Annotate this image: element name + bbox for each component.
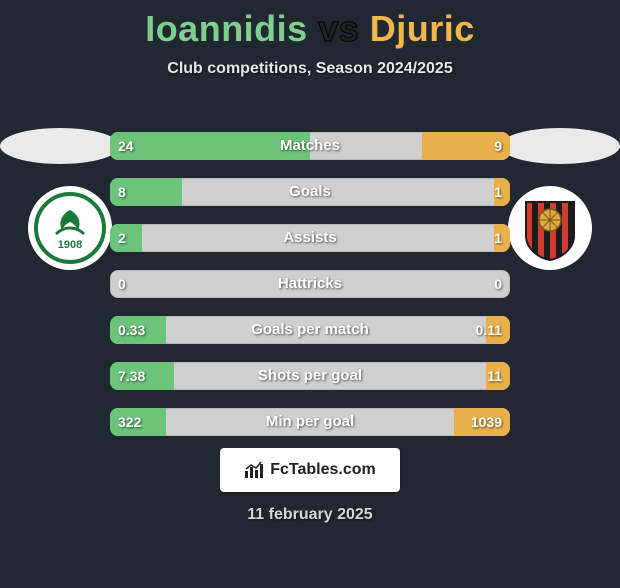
stat-bars: Matches249Goals81Assists21Hattricks00Goa… bbox=[110, 132, 510, 454]
stat-label: Min per goal bbox=[110, 408, 510, 436]
stat-value-right: 1039 bbox=[463, 408, 510, 436]
stat-value-left: 0 bbox=[110, 270, 134, 298]
stat-value-right: 11 bbox=[479, 362, 510, 390]
stat-row: Goals8 1 bbox=[110, 178, 510, 206]
player1-name: Ioannidis bbox=[145, 8, 308, 49]
brand-text: FcTables.com bbox=[270, 461, 376, 479]
stat-value-right: 1 bbox=[486, 178, 510, 206]
stat-row: Shots per goal7.38 11 bbox=[110, 362, 510, 390]
stat-value-right: 0 bbox=[486, 270, 510, 298]
player2-silhouette bbox=[500, 128, 620, 164]
stat-value-right: 1 bbox=[486, 224, 510, 252]
stat-label: Matches bbox=[110, 132, 510, 160]
stat-value-left: 8 bbox=[110, 178, 134, 206]
player1-silhouette bbox=[0, 128, 120, 164]
stat-row: Matches24 9 bbox=[110, 132, 510, 160]
stat-value-right: 0.11 bbox=[468, 316, 510, 344]
stat-label: Goals bbox=[110, 178, 510, 206]
stat-label: Shots per goal bbox=[110, 362, 510, 390]
subtitle: Club competitions, Season 2024/2025 bbox=[0, 60, 620, 78]
stat-value-left: 0.33 bbox=[110, 316, 153, 344]
stat-label: Assists bbox=[110, 224, 510, 252]
vs-text: vs bbox=[318, 8, 359, 49]
stat-row: Min per goal322 1039 bbox=[110, 408, 510, 436]
stat-value-right: 9 bbox=[486, 132, 510, 160]
stat-value-left: 24 bbox=[110, 132, 142, 160]
stat-label: Hattricks bbox=[110, 270, 510, 298]
stat-value-left: 322 bbox=[110, 408, 149, 436]
comparison-title: Ioannidis vs Djuric bbox=[0, 8, 620, 50]
chart-icon bbox=[244, 461, 266, 479]
stat-row: Assists2 1 bbox=[110, 224, 510, 252]
stat-row: Hattricks0 0 bbox=[110, 270, 510, 298]
stat-label: Goals per match bbox=[110, 316, 510, 344]
player2-name: Djuric bbox=[370, 8, 475, 49]
stat-value-left: 2 bbox=[110, 224, 134, 252]
date-text: 11 february 2025 bbox=[0, 506, 620, 524]
stat-row: Goals per match0.33 0.11 bbox=[110, 316, 510, 344]
brand-box[interactable]: FcTables.com bbox=[220, 448, 400, 492]
svg-text:1908: 1908 bbox=[58, 239, 82, 251]
club-badge-left: 1908 bbox=[20, 186, 120, 270]
club-badge-right bbox=[500, 186, 600, 270]
stat-value-left: 7.38 bbox=[110, 362, 153, 390]
